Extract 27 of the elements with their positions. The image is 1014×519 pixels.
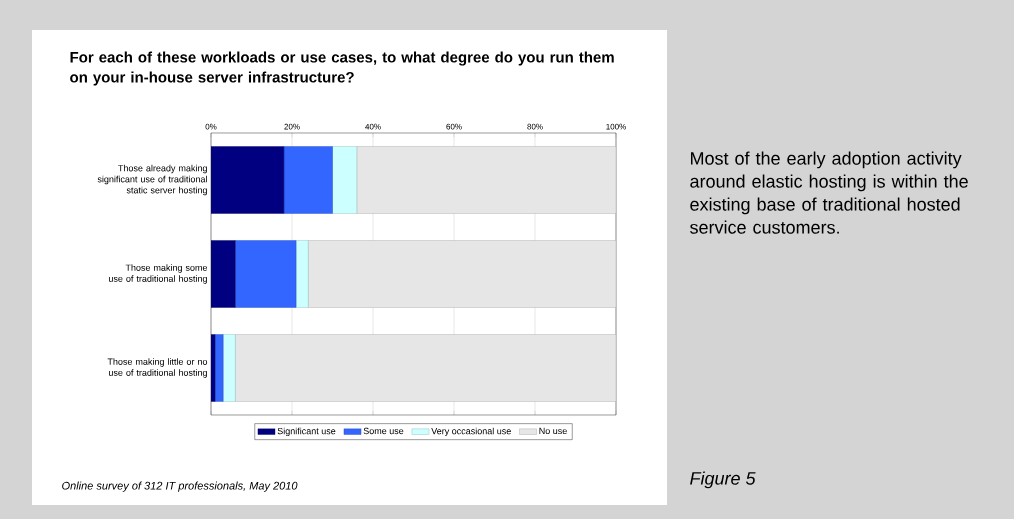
x-tick-label: 60% [446,123,462,130]
legend-label: Very occasional use [431,427,511,437]
legend-label: Significant use [277,427,336,437]
y-tick-label: Those already making significant use of traditional static server hosting [97,164,207,196]
x-tick-label: 0% [205,123,217,130]
x-tick-label: 20% [284,123,300,130]
legend-label: Some use [363,427,404,435]
bar [222,334,236,402]
bar [356,146,616,214]
text: Online survey of 312 IT professionals, May 2010 [62,481,298,492]
bar [211,146,285,214]
caption: Figure 5 [690,471,756,489]
x-tick-label: 40% [365,123,381,130]
text: Most of the early adoption activity around elastic hosting is within the existing base of traditional hosted service customers. [690,151,968,234]
y-tick-label: Those making little or no use of traditional hosting [107,358,208,378]
bar [308,240,616,308]
bar [295,240,309,308]
bar [211,240,236,308]
bar [283,146,333,214]
bar [235,240,297,308]
legend-label: No use [539,427,567,435]
chart-title: For each of these workloads or use cases, to what degree do you run them on your in-house server infrastructure? [70,51,614,86]
bar [235,334,616,402]
x-tick-label: 100% [606,123,626,130]
x-tick-label: 80% [527,123,543,130]
bar [332,146,358,214]
y-tick-label: Those making some use of traditional hosting [109,264,208,284]
